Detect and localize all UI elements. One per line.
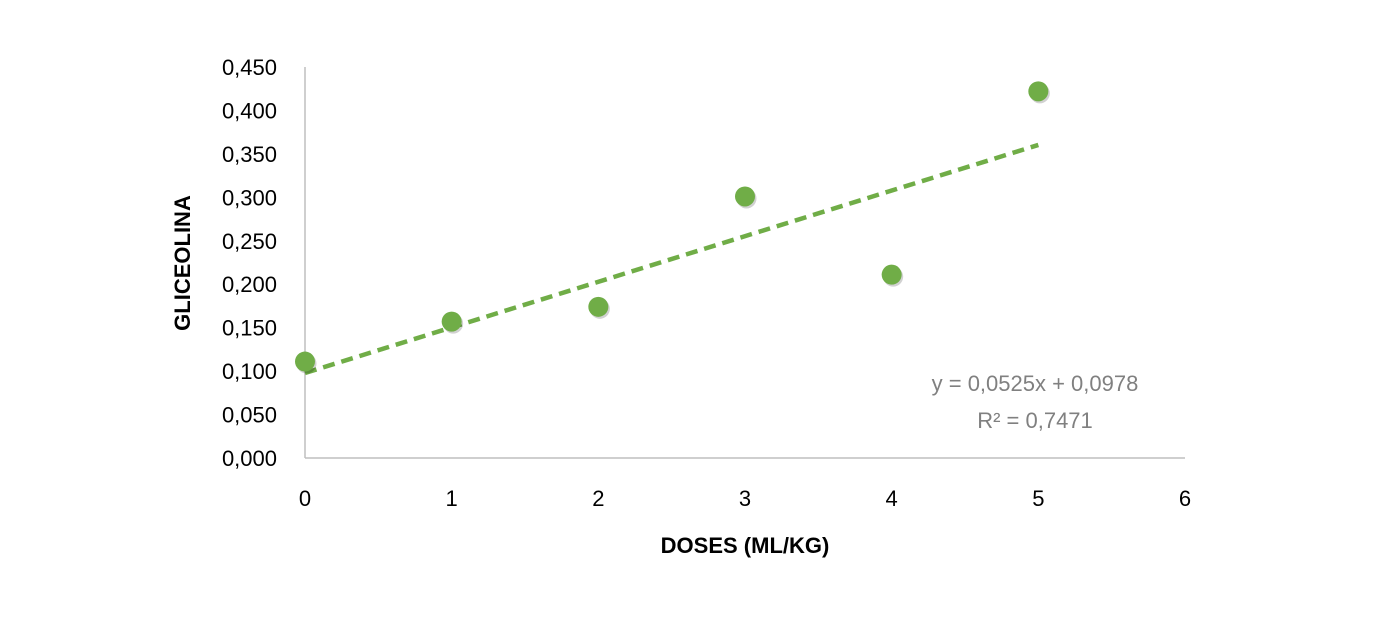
- y-tick-label: 0,050: [222, 403, 277, 428]
- y-tick-label: 0,450: [222, 55, 277, 80]
- data-point: [441, 311, 462, 332]
- x-tick-label: 3: [739, 486, 751, 511]
- y-tick-label: 0,150: [222, 316, 277, 341]
- y-tick-label: 0,100: [222, 359, 277, 384]
- y-axis-title: GLICEOLINA: [170, 195, 195, 331]
- data-point: [295, 351, 315, 372]
- trendline-equation: y = 0,0525x + 0,0978: [932, 371, 1139, 396]
- tick-labels: 0,000 0,050 0,100 0,150 0,200 0,250 0,300 0,350…: [222, 55, 1191, 511]
- data-point: [588, 296, 609, 317]
- x-tick-label: 6: [1179, 486, 1191, 511]
- trendline-r-squared: R² = 0,7471: [977, 408, 1093, 433]
- x-tick-label: 2: [592, 486, 604, 511]
- y-tick-label: 0,000: [222, 446, 277, 471]
- y-tick-label: 0,350: [222, 142, 277, 167]
- y-tick-label: 0,300: [222, 185, 277, 210]
- trendline: [304, 142, 1040, 376]
- data-point: [1028, 81, 1049, 102]
- data-points: [295, 81, 1050, 374]
- y-tick-label: 0,200: [222, 272, 277, 297]
- y-tick-label: 0,400: [222, 98, 277, 123]
- axes: [304, 67, 1185, 459]
- trendline-group: [304, 142, 1040, 376]
- y-tick-label: 0,250: [222, 229, 277, 254]
- x-tick-label: 0: [299, 486, 311, 511]
- x-axis-title: DOSES (ML/KG): [661, 533, 830, 558]
- x-tick-label: 5: [1032, 486, 1044, 511]
- data-point: [735, 186, 755, 207]
- x-tick-label: 1: [446, 486, 458, 511]
- data-point: [881, 264, 902, 285]
- x-tick-label: 4: [886, 486, 898, 511]
